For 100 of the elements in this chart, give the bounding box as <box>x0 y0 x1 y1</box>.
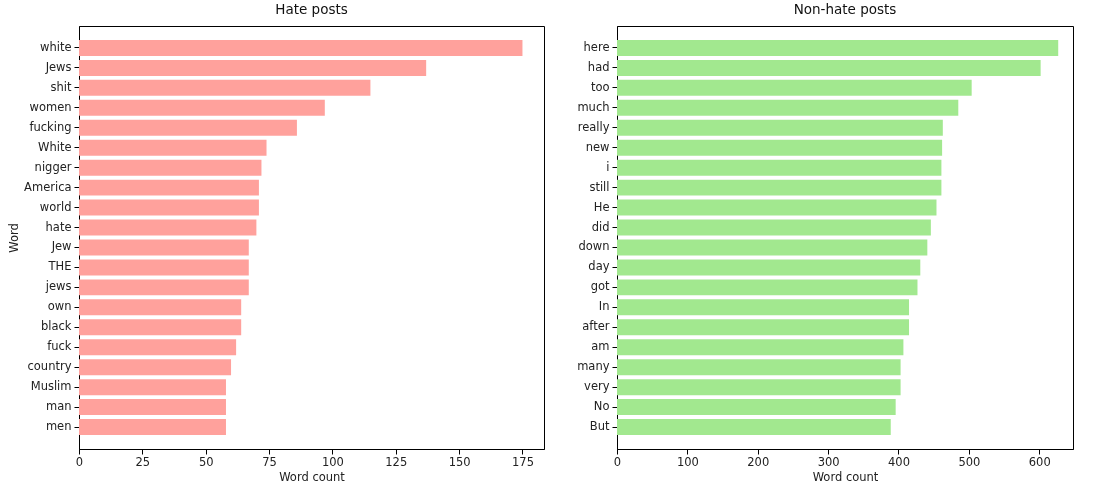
y-tick-label: down <box>578 239 610 254</box>
y-tick-label: day <box>588 259 610 274</box>
bar <box>617 399 896 416</box>
x-tick-label: 25 <box>135 454 151 469</box>
y-tick-label: own <box>47 299 72 314</box>
y-tick-label: Jew <box>50 239 72 254</box>
x-axis-title: Word count <box>279 470 346 484</box>
bar <box>617 179 942 196</box>
bar <box>617 39 1059 56</box>
x-tick-label: 0 <box>75 454 84 469</box>
bar <box>79 79 371 96</box>
y-tick-label: man <box>45 399 72 414</box>
y-tick-label: had <box>587 59 610 74</box>
y-tick-label: i <box>606 159 610 174</box>
bar <box>617 159 942 176</box>
x-tick-label: 300 <box>817 454 840 469</box>
y-tick-label: very <box>584 379 610 394</box>
y-tick-label: America <box>24 179 72 194</box>
x-axis-title: Word count <box>812 470 879 484</box>
bar <box>617 379 901 396</box>
y-tick-label: Muslim <box>30 379 72 394</box>
chart-title: Non-hate posts <box>793 0 897 17</box>
bar <box>617 299 910 316</box>
y-tick-label: women <box>29 99 72 114</box>
y-axis-title: Word <box>7 223 22 253</box>
x-tick-label: 200 <box>747 454 770 469</box>
bar <box>79 179 259 196</box>
y-tick-label: He <box>593 199 610 214</box>
bar <box>617 279 918 296</box>
y-tick-label: after <box>582 319 610 334</box>
chart-title: Hate posts <box>275 0 348 17</box>
y-tick-label: white <box>40 39 72 54</box>
x-tick-label: 0 <box>613 454 622 469</box>
bar <box>79 359 232 376</box>
x-tick-label: 50 <box>198 454 214 469</box>
bar <box>79 59 427 76</box>
bar <box>617 119 943 136</box>
x-tick-label: 175 <box>511 454 534 469</box>
bar <box>79 259 249 276</box>
y-tick-label: many <box>577 359 610 374</box>
bar <box>79 279 249 296</box>
bar <box>617 319 910 336</box>
bar <box>79 119 297 136</box>
y-tick-label: fucking <box>29 119 72 134</box>
bar <box>617 259 921 276</box>
y-tick-label: shit <box>50 79 72 94</box>
bar <box>617 359 901 376</box>
bar <box>617 219 931 236</box>
bar <box>79 339 237 356</box>
y-tick-label: hate <box>45 219 72 234</box>
y-tick-label: black <box>40 319 72 334</box>
y-tick-label: men <box>45 419 72 434</box>
y-tick-label: jews <box>44 279 72 294</box>
bar <box>617 339 904 356</box>
y-tick-label: here <box>583 39 610 54</box>
y-tick-label: In <box>598 299 610 314</box>
y-tick-label: world <box>39 199 72 214</box>
bar <box>617 79 972 96</box>
x-tick-label: 100 <box>321 454 344 469</box>
y-tick-label: really <box>577 119 610 134</box>
bar <box>79 379 226 396</box>
x-tick-label: 500 <box>958 454 981 469</box>
y-tick-label: fuck <box>47 339 72 354</box>
bar <box>617 99 959 116</box>
bar <box>617 59 1041 76</box>
y-tick-label: THE <box>47 259 72 274</box>
bar <box>617 239 928 256</box>
y-tick-label: too <box>590 79 610 94</box>
bar <box>617 139 943 156</box>
x-tick-label: 150 <box>448 454 471 469</box>
x-tick-label: 600 <box>1028 454 1051 469</box>
x-tick-label: 100 <box>676 454 699 469</box>
y-tick-label: Jews <box>44 59 72 74</box>
y-tick-label: still <box>589 179 610 194</box>
bar <box>79 39 523 56</box>
y-tick-label: am <box>591 339 610 354</box>
bar <box>79 159 262 176</box>
x-tick-label: 400 <box>888 454 910 469</box>
y-tick-label: White <box>38 139 72 154</box>
y-tick-label: new <box>585 139 610 154</box>
y-tick-label: nigger <box>34 159 72 174</box>
bar <box>79 199 259 216</box>
bar <box>79 319 242 336</box>
bar <box>617 199 937 216</box>
bar <box>617 419 891 436</box>
bar <box>79 399 226 416</box>
y-tick-label: No <box>593 399 610 414</box>
y-tick-label: got <box>590 279 610 294</box>
y-tick-label: country <box>27 359 72 374</box>
x-tick-label: 75 <box>262 454 277 469</box>
bar <box>79 299 242 316</box>
y-tick-label: much <box>577 99 610 114</box>
bar <box>79 99 325 116</box>
bar <box>79 219 257 236</box>
bar <box>79 419 226 436</box>
x-tick-label: 125 <box>385 454 408 469</box>
bar <box>79 139 267 156</box>
y-tick-label: But <box>589 419 610 434</box>
y-tick-label: did <box>591 219 610 234</box>
bar <box>79 239 249 256</box>
